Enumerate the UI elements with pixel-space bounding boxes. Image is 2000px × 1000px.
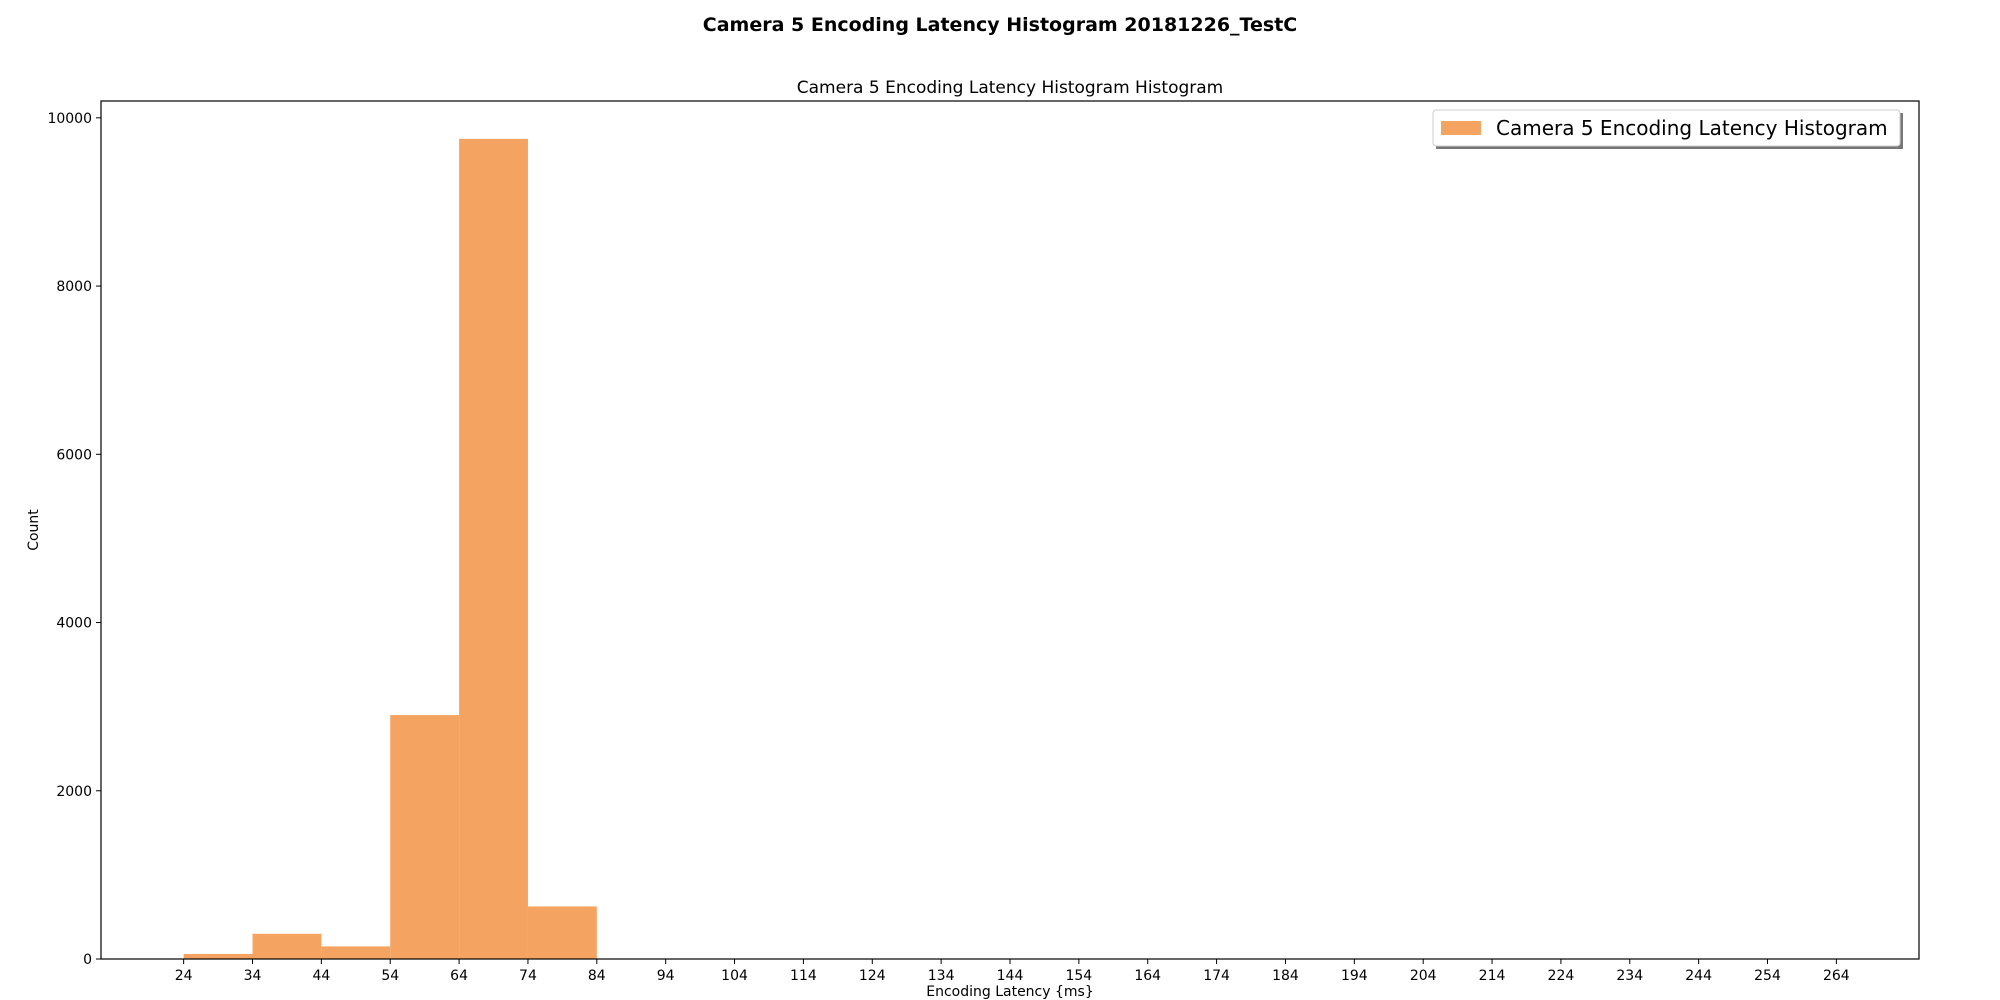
x-tick-label: 144 bbox=[997, 968, 1024, 984]
y-tick-label: 4000 bbox=[56, 616, 92, 632]
histogram-bar bbox=[527, 906, 597, 959]
y-tick-label: 10000 bbox=[47, 111, 92, 127]
y-axis-label: Count bbox=[26, 509, 42, 551]
x-tick-label: 244 bbox=[1685, 968, 1712, 984]
x-tick-label: 84 bbox=[588, 968, 606, 984]
x-tick-label: 24 bbox=[175, 968, 193, 984]
histogram-bar bbox=[321, 946, 391, 959]
y-tick-label: 2000 bbox=[56, 784, 92, 800]
legend: Camera 5 Encoding Latency Histogram bbox=[1432, 109, 1903, 149]
x-tick-label: 214 bbox=[1479, 968, 1506, 984]
x-tick-label: 264 bbox=[1823, 968, 1850, 984]
x-tick-label: 124 bbox=[859, 968, 886, 984]
plot-frame bbox=[100, 100, 1920, 960]
legend-entry: Camera 5 Encoding Latency Histogram bbox=[1496, 116, 1888, 140]
x-tick-label: 204 bbox=[1410, 968, 1437, 984]
figure-title: Camera 5 Encoding Latency Histogram 2018… bbox=[702, 14, 1298, 36]
x-tick-label: 174 bbox=[1203, 968, 1230, 984]
x-tick-label: 194 bbox=[1341, 968, 1368, 984]
y-tick-label: 0 bbox=[83, 952, 92, 968]
y-tick-label: 6000 bbox=[56, 447, 92, 463]
x-tick-label: 184 bbox=[1272, 968, 1299, 984]
x-tick-label: 154 bbox=[1065, 968, 1092, 984]
x-tick-label: 254 bbox=[1754, 968, 1781, 984]
legend-box bbox=[1432, 109, 1901, 147]
bars-group bbox=[183, 138, 597, 960]
x-tick-label: 44 bbox=[312, 968, 330, 984]
plot-title: Camera 5 Encoding Latency Histogram Hist… bbox=[797, 78, 1223, 98]
x-tick-label: 134 bbox=[928, 968, 955, 984]
y-axis-ticks: 0 2000 4000 6000 8000 10000 bbox=[47, 111, 101, 968]
x-tick-label: 74 bbox=[519, 968, 537, 984]
x-axis-label: Encoding Latency {ms} bbox=[926, 984, 1094, 1000]
x-tick-label: 94 bbox=[657, 968, 675, 984]
x-tick-label: 234 bbox=[1616, 968, 1643, 984]
x-tick-label: 114 bbox=[790, 968, 817, 984]
x-tick-label: 164 bbox=[1134, 968, 1161, 984]
x-tick-label: 64 bbox=[450, 968, 468, 984]
histogram-bar bbox=[459, 138, 528, 960]
x-tick-label: 104 bbox=[721, 968, 748, 984]
x-tick-label: 54 bbox=[381, 968, 399, 984]
legend-swatch bbox=[1441, 121, 1481, 135]
histogram-bar bbox=[252, 933, 322, 959]
histogram-bar bbox=[390, 715, 460, 959]
x-axis-ticks: 24 34 44 54 64 74 84 94 104 114 124 134 144 154 164 174… bbox=[175, 959, 1850, 984]
x-tick-label: 34 bbox=[244, 968, 262, 984]
x-tick-label: 224 bbox=[1548, 968, 1575, 984]
y-tick-label: 8000 bbox=[56, 279, 92, 295]
histogram-bar bbox=[183, 953, 253, 959]
